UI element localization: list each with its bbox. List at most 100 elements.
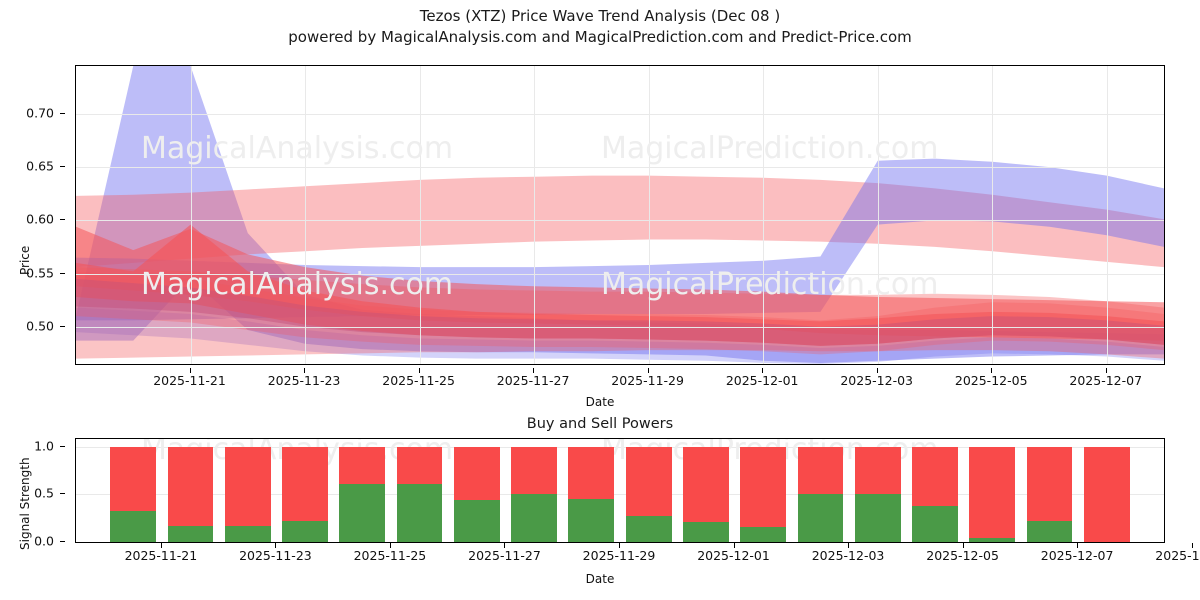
signal-bar[interactable]: [1026, 446, 1073, 542]
sell-power-segment: [453, 446, 500, 501]
signal-x-axis-ticks: 2025-11-21 2025-11-23 2025-11-25 2025-11-27…: [0, 543, 1200, 568]
price-band-blue-lower-halo: [76, 307, 1164, 364]
signal-x-tick-mark: [1077, 543, 1079, 548]
price-gridline-vertical: [763, 66, 765, 364]
sell-power-segment: [854, 446, 901, 495]
sell-power-segment: [912, 446, 958, 506]
price-x-tick-label: 2025-11-27: [496, 373, 570, 388]
price-y-tick-mark: [60, 272, 65, 274]
price-x-tick-mark: [304, 368, 306, 373]
signal-bar[interactable]: [282, 446, 328, 542]
buy-sell-powers-chart: Buy and Sell Powers 0.0 0.5 1.0 Signal Str…: [0, 400, 1200, 600]
signal-x-tick-label: 2025-11-29: [582, 548, 656, 563]
signal-bar[interactable]: [167, 446, 214, 542]
buy-power-segment: [110, 510, 157, 542]
price-plot-area: MagicalAnalysis.com MagicalPrediction.com…: [75, 65, 1165, 365]
buy-power-segment: [740, 526, 787, 542]
price-gridline-vertical: [992, 66, 994, 364]
title-line-1: Tezos (XTZ) Price Wave Trend Analysis (D…: [419, 7, 781, 25]
price-y-axis-ticks: 0.50 0.55 0.60 0.65 0.70: [0, 55, 68, 400]
signal-bar[interactable]: [912, 446, 958, 542]
buy-power-segment: [339, 483, 386, 542]
buy-power-segment: [396, 483, 443, 542]
sell-power-segment: [740, 446, 787, 527]
signal-x-tick-mark: [848, 543, 850, 548]
signal-x-tick-mark: [275, 543, 277, 548]
price-y-tick-label: 0.55: [26, 265, 54, 281]
price-x-tick-mark: [418, 368, 420, 373]
signal-bar[interactable]: [568, 446, 615, 542]
signal-y-axis-label: Signal Strength: [18, 457, 32, 550]
price-x-tick-mark: [533, 368, 535, 373]
signal-bar[interactable]: [854, 446, 901, 542]
buy-power-segment: [797, 494, 844, 542]
price-band-svg: [76, 66, 1164, 364]
signal-x-tick-label: 2025-12-01: [697, 548, 770, 563]
signal-y-tick-label: 0.0: [34, 533, 54, 549]
buy-power-segment: [625, 516, 672, 542]
signal-bar[interactable]: [682, 446, 729, 542]
signal-x-tick-label: 2025-12-07: [1040, 548, 1114, 563]
buy-power-segment: [912, 505, 958, 542]
signal-x-tick-label: 2025-12-05: [926, 548, 999, 563]
sell-power-segment: [682, 446, 729, 522]
price-band-red-spike-narrow: [76, 224, 1164, 346]
signal-bar[interactable]: [339, 446, 386, 542]
price-band-purple-core-band: [76, 278, 1164, 346]
signal-x-tick-label: 2025-12-09: [1155, 548, 1200, 563]
price-gridline-vertical: [648, 66, 650, 364]
price-x-tick-label: 2025-12-03: [840, 373, 913, 388]
price-y-tick-label: 0.60: [26, 211, 54, 227]
price-x-tick-label: 2025-11-21: [153, 373, 226, 388]
price-x-tick-mark: [876, 368, 878, 373]
buy-power-segment: [282, 521, 328, 542]
price-gridline-vertical: [419, 66, 421, 364]
price-gridline-vertical: [190, 66, 192, 364]
signal-x-tick-mark: [389, 543, 391, 548]
signal-bar[interactable]: [1083, 446, 1130, 542]
price-x-tick-label: 2025-11-25: [382, 373, 455, 388]
price-x-tick-mark: [762, 368, 764, 373]
signal-y-tick-mark: [60, 445, 65, 447]
signal-bar[interactable]: [740, 446, 787, 542]
signal-x-tick-mark: [619, 543, 620, 548]
price-y-tick-mark: [60, 325, 65, 327]
signal-bar[interactable]: [110, 446, 157, 542]
signal-x-tick-mark: [160, 543, 162, 548]
price-gridline-vertical: [534, 66, 536, 364]
signal-y-tick-label: 0.5: [34, 485, 54, 501]
buy-power-segment: [854, 494, 901, 542]
signal-bar[interactable]: [396, 446, 443, 542]
sell-power-segment: [282, 446, 328, 522]
price-gridline-vertical: [877, 66, 879, 364]
price-band-red-tail-band: [76, 267, 1164, 359]
price-x-tick-mark: [647, 368, 649, 373]
signal-gridline: [76, 494, 1164, 496]
signal-x-tick-mark: [504, 543, 506, 548]
price-gridline: [76, 220, 1164, 222]
buy-power-segment: [969, 538, 1016, 542]
price-gridline: [76, 167, 1164, 169]
signal-bar[interactable]: [511, 446, 557, 542]
signal-x-axis-label: Date: [585, 572, 615, 586]
price-gridline: [76, 326, 1164, 328]
signal-y-axis-ticks: 0.0 0.5 1.0: [0, 400, 68, 600]
price-x-tick-mark: [991, 368, 993, 373]
signal-bar[interactable]: [797, 446, 844, 542]
price-x-tick-label: 2025-11-23: [267, 373, 341, 388]
signal-bar[interactable]: [224, 446, 271, 542]
signal-bar[interactable]: [453, 446, 500, 542]
signal-y-tick-mark: [60, 493, 65, 495]
signal-bar[interactable]: [969, 446, 1016, 542]
signal-x-tick-label: 2025-11-23: [239, 548, 312, 563]
title-line-2: powered by MagicalAnalysis.com and Magic…: [288, 28, 912, 46]
price-gridline: [76, 273, 1164, 275]
signal-bar[interactable]: [625, 446, 672, 542]
price-gridline-vertical: [1106, 66, 1108, 364]
price-y-tick-label: 0.65: [26, 158, 54, 174]
sell-power-segment: [167, 446, 214, 526]
buy-power-segment: [511, 494, 557, 542]
buy-power-segment: [453, 500, 500, 542]
